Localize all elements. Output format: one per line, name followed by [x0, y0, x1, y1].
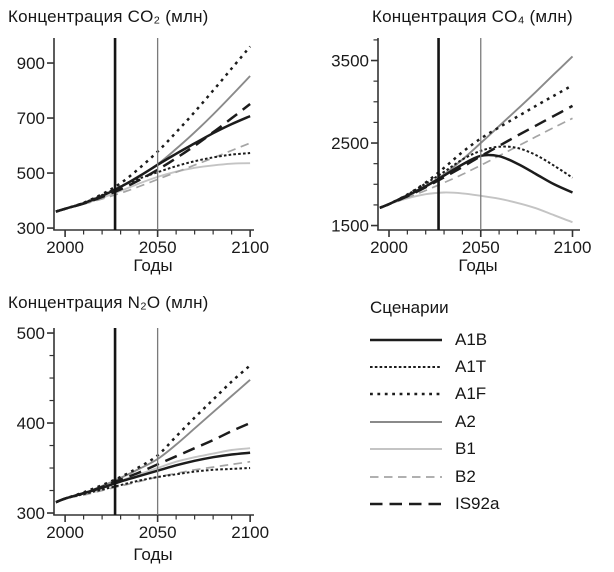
legend-item-a1b: A1B: [366, 326, 610, 353]
legend-label-b2: B2: [455, 466, 476, 486]
series-line-a1f: [55, 364, 251, 504]
series-line-a2: [379, 55, 574, 209]
co2-x-axis-title: Годы: [133, 256, 173, 275]
series-line-b2: [379, 117, 573, 209]
x-tick-label: 2050: [462, 238, 500, 257]
y-tick-label: 300: [17, 219, 45, 238]
legend-label-a1b: A1B: [455, 329, 488, 349]
y-tick-label: 400: [17, 414, 45, 433]
co2-plot-area: 300 500 700 900 2000 2050 2100: [17, 38, 269, 257]
legend-item-a1t: A1T: [366, 353, 610, 380]
series-line-a1f: [379, 84, 574, 209]
y-tick-label: 900: [17, 54, 45, 73]
series-line-a2: [55, 75, 251, 213]
legend-item-a1f: A1F: [366, 381, 610, 408]
x-tick-label: 2000: [370, 238, 408, 257]
series-line-a1b: [55, 451, 251, 504]
legend-item-a2: A2: [366, 408, 610, 435]
legend-label-a1f: A1F: [455, 384, 487, 404]
n2o-plot-area: 300 400 500 2000 2050 2100: [17, 324, 269, 542]
legend-line-b2-icon: [370, 475, 442, 478]
legend-label-a2: A2: [455, 411, 476, 431]
co4-chart: Концентрация CO₄ (млн) 1500 2500 3500 2000 2…: [310, 0, 614, 285]
legend-line-a2-icon: [370, 420, 442, 423]
legend-label-b1: B1: [455, 439, 476, 459]
n2o-x-axis-title: Годы: [133, 545, 173, 564]
series-line-a2: [55, 379, 251, 504]
y-tick-label: 500: [17, 164, 45, 183]
y-tick-label: 1500: [331, 217, 369, 236]
co4-x-axis-title: Годы: [458, 256, 498, 275]
series-line-a1b: [379, 153, 573, 209]
legend-line-a1f-icon: [370, 393, 442, 396]
y-tick-label: 2500: [331, 134, 369, 153]
x-tick-label: 2000: [46, 238, 84, 257]
legend-item-b2: B2: [366, 463, 610, 490]
series-line-is92a: [55, 103, 251, 213]
x-tick-label: 2000: [46, 523, 84, 542]
co4-chart-title: Концентрация CO₄ (млн): [372, 7, 573, 26]
co2-chart-title: Концентрация CO₂ (млн): [8, 7, 209, 26]
legend-item-is92a: IS92a: [366, 490, 610, 517]
series-line-b1: [379, 191, 573, 224]
legend-line-b1-icon: [370, 448, 442, 451]
legend-label-a1t: A1T: [455, 357, 487, 377]
n2o-chart-title: Концентрация N₂O (млн): [8, 293, 209, 312]
n2o-chart: Концентрация N₂O (млн) 300 400 500 2000 2050…: [0, 285, 310, 572]
x-tick-label: 2100: [231, 523, 269, 542]
series-line-a1b: [55, 114, 251, 213]
y-tick-label: 3500: [331, 52, 369, 71]
co2-chart: Концентрация CO₂ (млн) 300 500 700 900 2000 2…: [0, 0, 310, 285]
y-tick-label: 700: [17, 109, 45, 128]
y-tick-label: 300: [17, 504, 45, 523]
legend-label-is92a: IS92a: [455, 494, 500, 514]
co4-plot-area: 1500 2500 3500 2000 2050 2100: [331, 38, 592, 257]
legend-item-b1: B1: [366, 436, 610, 463]
legend-line-a1b-icon: [370, 338, 442, 341]
x-tick-label: 2050: [139, 523, 177, 542]
scenario-legend: Сценарии A1B A1T A1F A2 B1 B2 IS92a: [366, 298, 610, 518]
y-tick-label: 500: [17, 324, 45, 343]
legend-line-is92a-icon: [370, 502, 442, 506]
series-line-a1t: [379, 145, 574, 209]
x-tick-label: 2100: [554, 238, 592, 257]
x-tick-label: 2100: [231, 238, 269, 257]
legend-title: Сценарии: [370, 298, 449, 317]
series-line-a1t: [55, 152, 251, 213]
legend-line-a1t-icon: [370, 366, 442, 369]
x-tick-label: 2050: [139, 238, 177, 257]
